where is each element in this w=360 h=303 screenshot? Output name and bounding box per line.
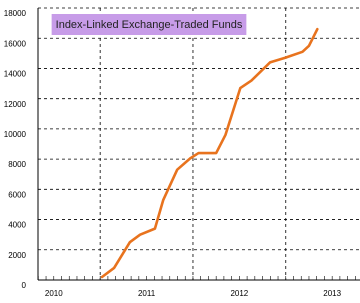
y-tick-label: 4000 bbox=[8, 221, 26, 230]
title-background bbox=[51, 14, 247, 35]
y-tick-label: 14000 bbox=[4, 70, 27, 79]
y-tick-label: 10000 bbox=[4, 130, 27, 139]
y-tick-label: 16000 bbox=[4, 39, 27, 48]
x-tick-label: 2013 bbox=[323, 289, 341, 298]
x-tick-label: 2010 bbox=[45, 289, 63, 298]
y-tick-label: 18000 bbox=[4, 9, 27, 18]
y-tick-label: 8000 bbox=[8, 160, 26, 169]
y-tick-label: 0 bbox=[22, 281, 27, 290]
y-tick-label: 6000 bbox=[8, 190, 26, 199]
x-tick-label: 2011 bbox=[138, 289, 156, 298]
y-tick-label: 2000 bbox=[8, 251, 26, 260]
x-tick-label: 2012 bbox=[230, 289, 248, 298]
line bbox=[100, 27, 319, 279]
chart-title: Index-Linked Exchange-Traded Funds bbox=[56, 19, 243, 31]
y-tick-label: 12000 bbox=[4, 100, 27, 109]
